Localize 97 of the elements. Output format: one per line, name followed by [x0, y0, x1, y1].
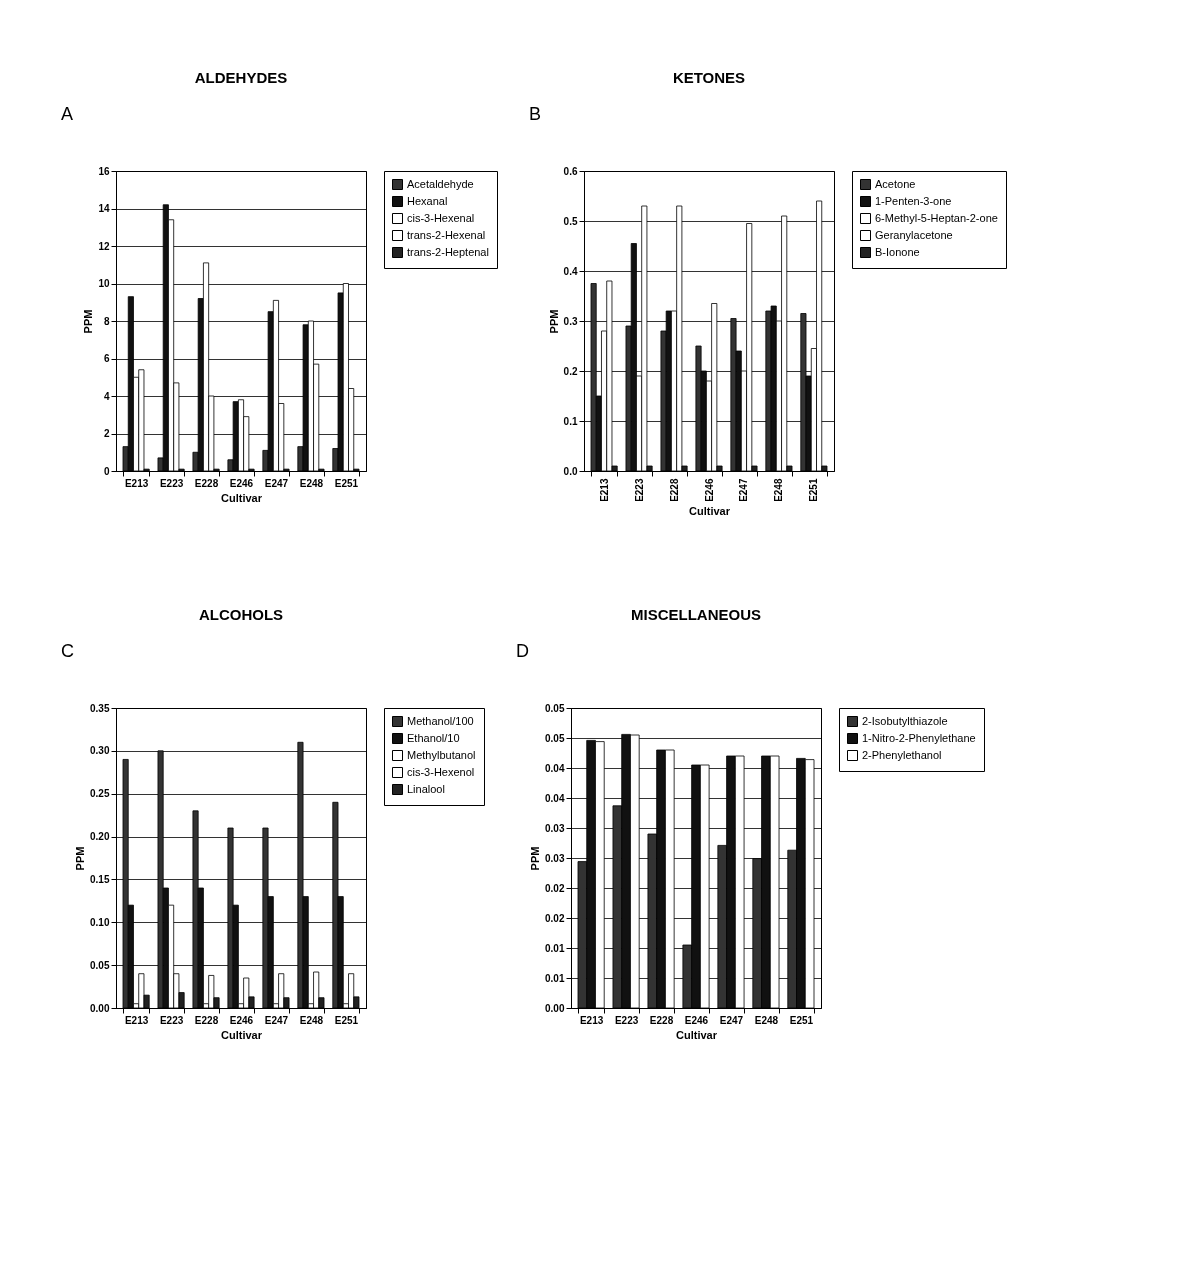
legend-label: 1-Penten-3-one	[875, 194, 952, 207]
x-tick-label: E247	[264, 1014, 289, 1026]
legend-label: 1-Nitro-2-Phenylethane	[862, 731, 976, 744]
x-tick-label: E246	[229, 1014, 254, 1026]
x-tick-label: E213	[598, 478, 610, 502]
chart-title: ALCOHOLS	[198, 606, 284, 623]
x-tick-label: E223	[159, 1014, 184, 1026]
legend-label: B-Ionone	[875, 245, 920, 258]
x-tick-label: E228	[194, 1014, 219, 1026]
x-tick-label: E228	[668, 478, 680, 502]
y-tick-label: 0.15	[90, 873, 110, 885]
legend-label: Acetaldehyde	[407, 177, 474, 190]
x-tick-label: E247	[719, 1014, 744, 1026]
y-axis-title: PPM	[74, 846, 87, 871]
legend-label: Methanol/100	[407, 714, 474, 727]
x-tick-label: E248	[299, 477, 324, 489]
x-axis-title: Cultivar	[221, 491, 263, 504]
y-tick-label: 12	[98, 240, 110, 252]
legend-label: cis-3-Hexenol	[407, 765, 475, 778]
y-tick-label: 0.05	[545, 702, 565, 714]
legend-label: Ethanol/10	[407, 731, 460, 744]
y-tick-label: 0.02	[545, 912, 565, 924]
x-tick-label: E246	[684, 1014, 709, 1026]
y-axis-title: PPM	[547, 309, 560, 334]
y-tick-label: 0.05	[90, 959, 110, 971]
legend-label: cis-3-Hexenal	[407, 211, 475, 224]
x-tick-label: E246	[229, 477, 254, 489]
x-tick-label: E213	[124, 1014, 149, 1026]
x-tick-label: E248	[754, 1014, 779, 1026]
y-tick-label: 0.03	[545, 852, 565, 864]
y-tick-label: 0.30	[90, 745, 110, 757]
x-axis-title: Cultivar	[221, 1028, 263, 1041]
y-tick-label: 0.05	[545, 732, 565, 744]
x-tick-label: E223	[614, 1014, 639, 1026]
y-tick-label: 0.03	[545, 822, 565, 834]
y-tick-label: 0.04	[545, 762, 565, 774]
legend-label: Acetone	[875, 177, 916, 190]
y-tick-label: 0.00	[545, 1002, 565, 1014]
x-tick-label: E228	[194, 477, 219, 489]
y-tick-label: 0.01	[545, 942, 565, 954]
y-tick-label: 0.25	[90, 788, 110, 800]
x-tick-label: E246	[703, 478, 715, 502]
x-tick-label: E223	[633, 478, 645, 502]
x-tick-label: E251	[789, 1014, 814, 1026]
legend-label: 2-Isobutylthiazole	[862, 714, 948, 727]
y-tick-label: 0.00	[90, 1002, 110, 1014]
y-tick-label: 14	[98, 203, 110, 214]
chart-title: KETONES	[672, 69, 746, 86]
x-tick-label: E251	[334, 1014, 359, 1026]
text: C	[61, 641, 74, 661]
y-tick-label: 10	[98, 278, 110, 289]
legend-label: trans-2-Hexenal	[407, 228, 486, 241]
y-tick-label: 0.4	[563, 265, 578, 277]
chart-title: MISCELLANEOUS	[630, 606, 762, 623]
legend-label: 6-Methyl-5-Heptan-2-one	[875, 211, 998, 224]
y-tick-label: 4	[103, 390, 110, 402]
y-axis-title: PPM	[82, 309, 95, 334]
legend-label: Hexanal	[407, 194, 448, 207]
chart-title: ALDEHYDES	[194, 69, 288, 86]
y-tick-label: 0.35	[90, 702, 110, 714]
y-tick-label: 8	[103, 315, 110, 327]
y-tick-label: 2	[103, 428, 110, 439]
x-tick-label: E228	[649, 1014, 674, 1026]
y-tick-label: 0.6	[563, 165, 578, 177]
y-tick-label: 0	[103, 465, 110, 477]
text: B	[529, 104, 542, 124]
x-tick-label: E251	[334, 477, 359, 489]
x-axis-title: Cultivar	[689, 504, 731, 517]
x-tick-label: E223	[159, 477, 184, 489]
legend-label: Linalool	[407, 782, 445, 795]
y-tick-label: 0.02	[545, 882, 565, 894]
legend-label: 2-Phenylethanol	[862, 748, 942, 761]
y-tick-label: 0.10	[90, 916, 110, 928]
y-tick-label: 0.5	[563, 215, 578, 227]
y-tick-label: 0.1	[563, 415, 578, 427]
x-tick-label: E247	[264, 477, 289, 489]
x-axis-title: Cultivar	[676, 1028, 718, 1041]
text: A	[61, 104, 74, 124]
x-tick-label: E213	[579, 1014, 604, 1026]
y-tick-label: 0.01	[545, 972, 565, 984]
x-tick-label: E248	[773, 478, 785, 502]
x-tick-label: E247	[738, 478, 750, 502]
x-tick-label: E248	[299, 1014, 324, 1026]
y-tick-label: 6	[103, 353, 110, 364]
y-tick-label: 0.04	[545, 792, 565, 804]
x-tick-label: E213	[124, 477, 149, 489]
legend-label: Geranylacetone	[875, 228, 953, 241]
y-tick-label: 16	[98, 165, 110, 177]
x-tick-label: E251	[808, 478, 820, 502]
y-tick-label: 0.2	[563, 365, 578, 377]
y-tick-label: 0.20	[90, 831, 110, 843]
legend-label: trans-2-Heptenal	[407, 245, 489, 258]
y-tick-label: 0.3	[563, 315, 578, 327]
legend-label: Methylbutanol	[407, 748, 476, 761]
y-tick-label: 0.0	[563, 465, 578, 477]
y-axis-title: PPM	[529, 846, 542, 871]
text: D	[516, 641, 529, 661]
